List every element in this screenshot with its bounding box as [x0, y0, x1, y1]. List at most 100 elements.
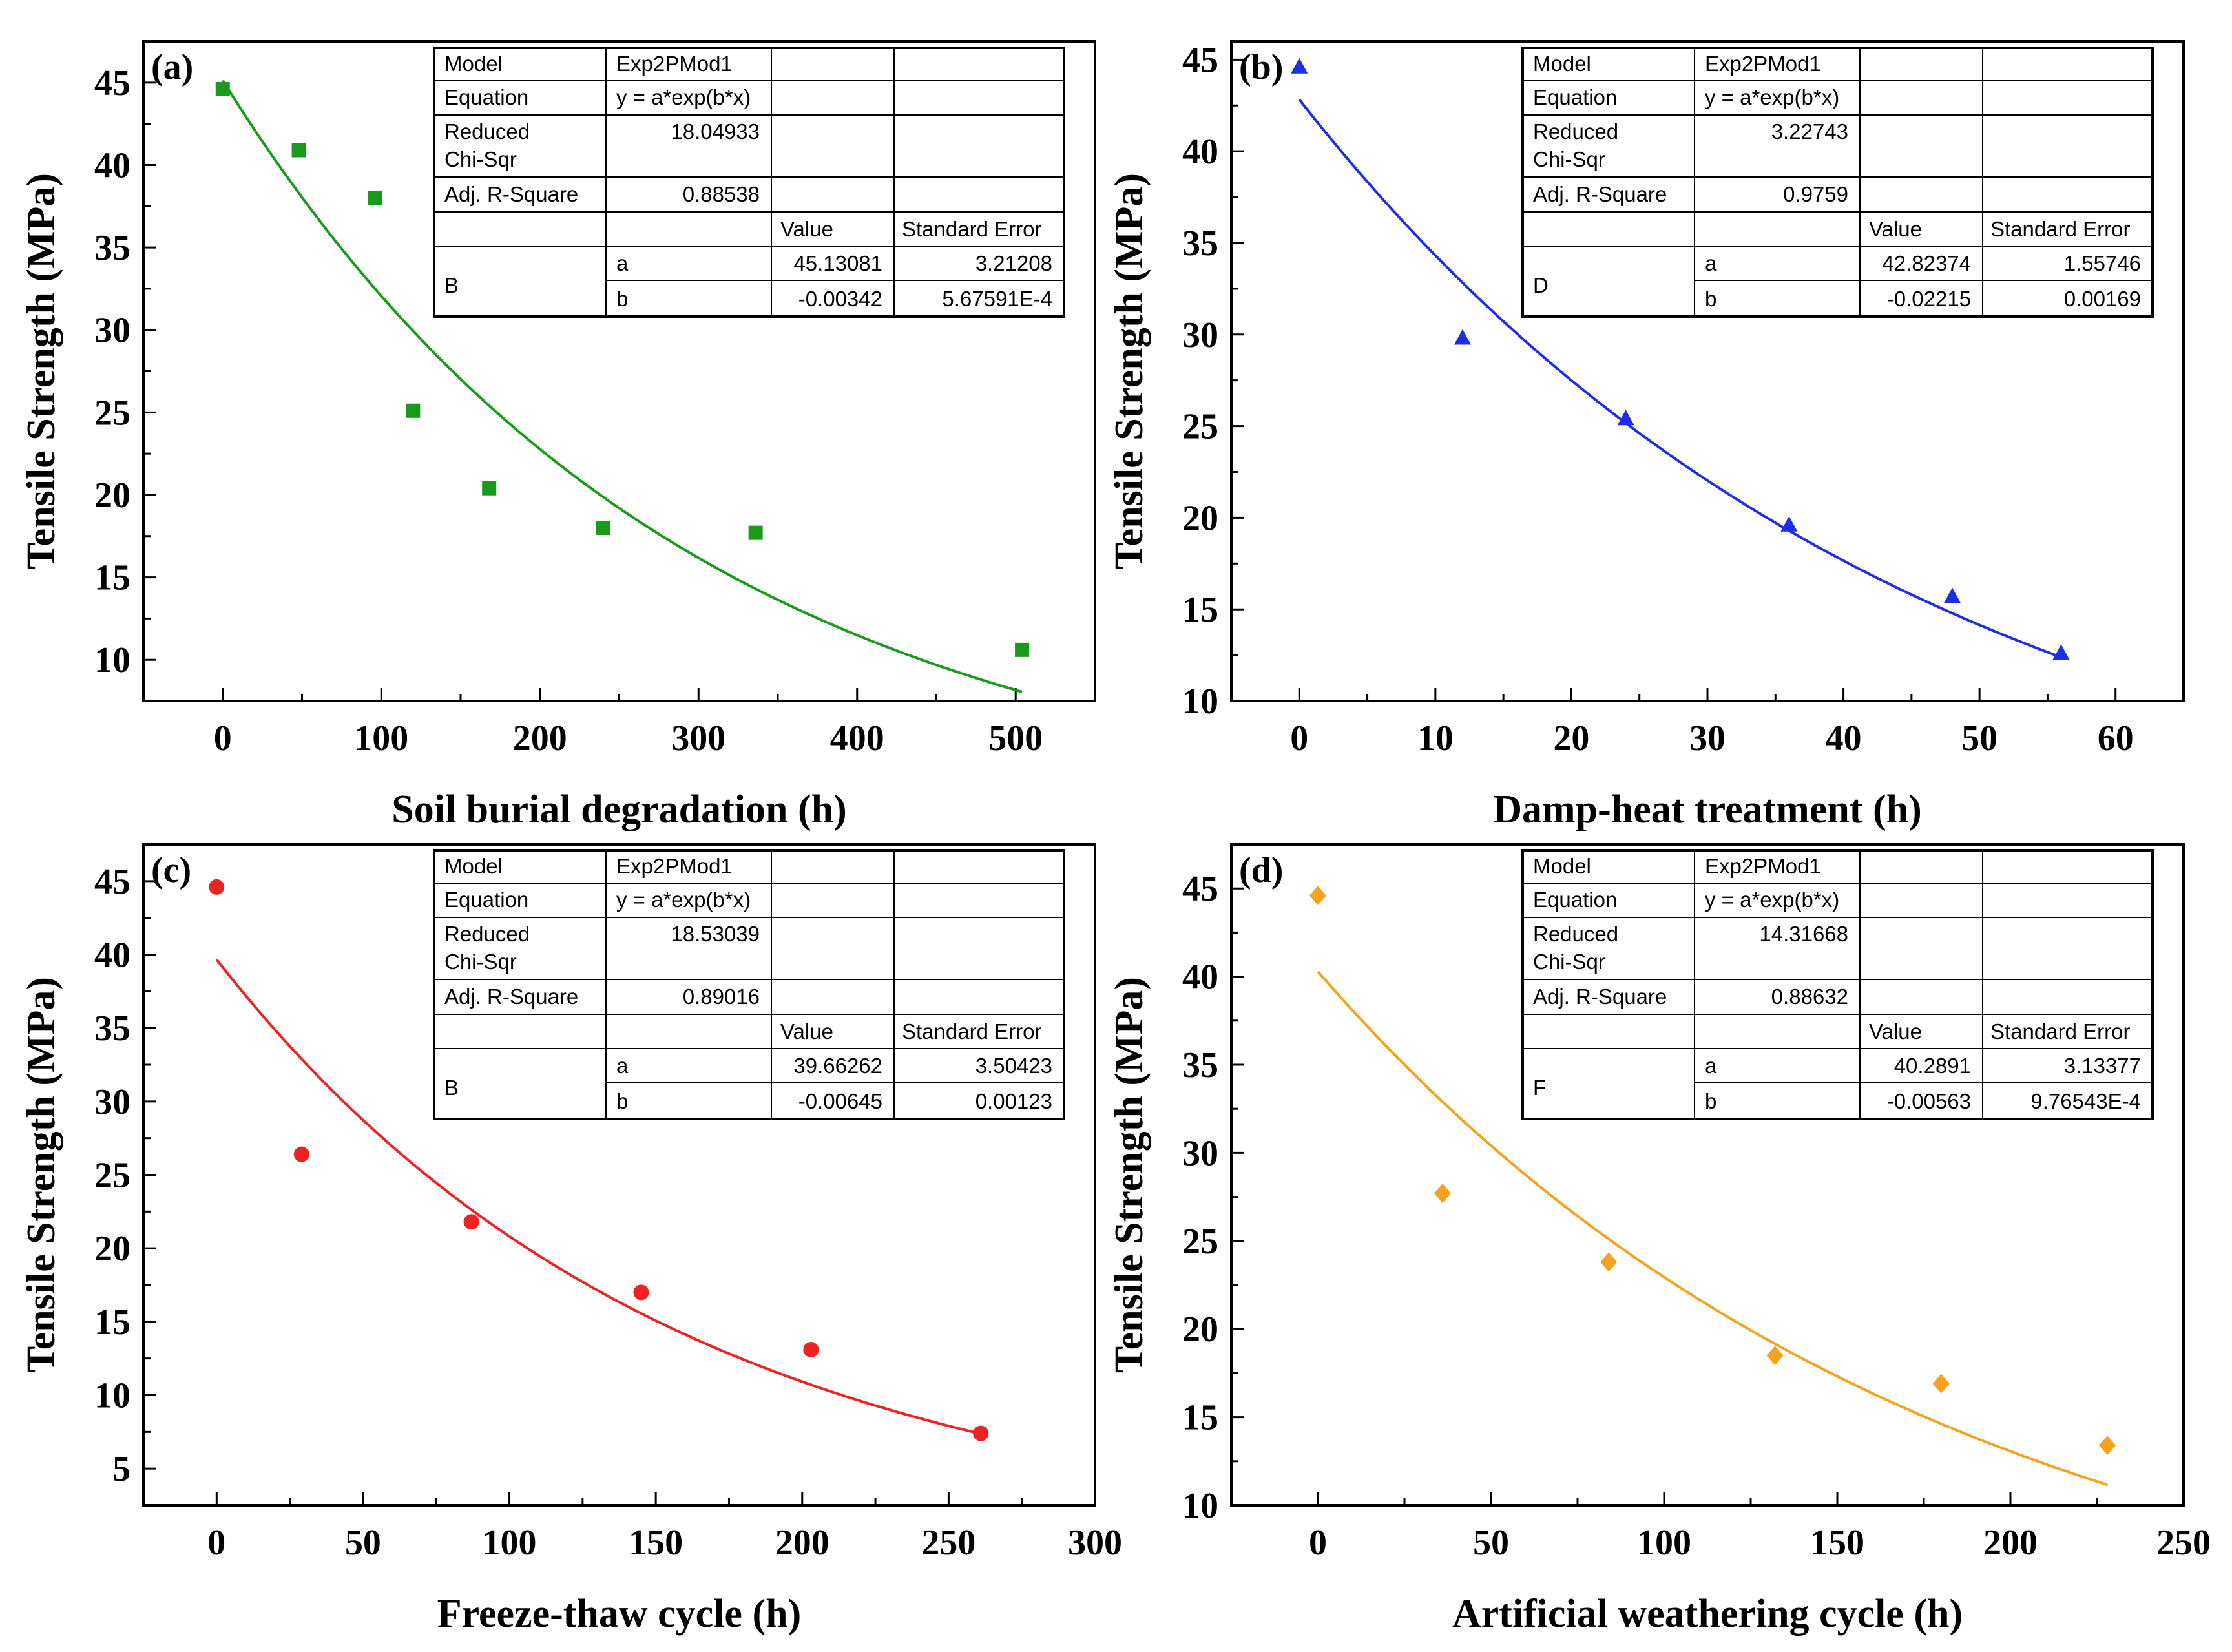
table-label: Equation: [444, 888, 528, 912]
table-label: Chi-Sqr: [444, 950, 517, 974]
table-value: y = a*exp(b*x): [616, 888, 751, 912]
y-tick-label: 25: [94, 393, 130, 433]
y-tick-label: 25: [94, 1156, 130, 1196]
data-point: [1617, 410, 1634, 426]
data-point: [291, 143, 306, 158]
table-border: [1521, 47, 2154, 318]
y-tick-label: 5: [112, 1449, 130, 1489]
fit-stats-table: Model Exp2PMod1 Equation y = a*exp(b*x) Redu…: [433, 849, 1065, 1120]
data-point: [2099, 1436, 2116, 1456]
y-axis-title: Tensile Strength (MPa): [19, 977, 63, 1373]
panel-d: 0 50 100 150 200 250 10 15 20 25 30 35 40 45 Artificia…: [1107, 843, 2211, 1636]
table-label: a: [616, 1054, 629, 1078]
y-tick-label: 10: [1182, 682, 1218, 722]
table-value: 45.13081: [793, 251, 882, 275]
y-tick-label: 30: [94, 1082, 130, 1122]
table-value: 40.2891: [1894, 1054, 1971, 1078]
y-axis-title: Tensile Strength (MPa): [1107, 977, 1151, 1373]
y-tick-label: 15: [1182, 1398, 1218, 1438]
table-label: B: [444, 1076, 459, 1100]
table-label: a: [1705, 1054, 1717, 1078]
data-point: [803, 1342, 819, 1358]
table-label: Reduced: [1533, 922, 1618, 946]
table-header: Standard Error: [1990, 1019, 2130, 1043]
table-value: 18.04933: [671, 120, 760, 143]
table-label: b: [1705, 1089, 1716, 1113]
table-header: Standard Error: [1990, 217, 2130, 241]
data-point: [596, 520, 610, 535]
table-label: Reduced: [444, 922, 530, 946]
y-tick-label: 20: [1182, 498, 1218, 538]
table-label: Equation: [444, 85, 528, 109]
y-tick-label: 40: [1182, 132, 1218, 172]
table-value: 39.66262: [793, 1054, 882, 1078]
x-tick-label: 30: [1689, 718, 1726, 758]
y-tick-label: 35: [1182, 224, 1218, 264]
y-tick-label: 45: [1182, 869, 1218, 909]
table-value: -0.02215: [1887, 287, 1971, 311]
x-tick-label: 0: [1290, 718, 1308, 758]
table-value: -0.00563: [1887, 1089, 1971, 1113]
y-tick-label: 35: [94, 1009, 130, 1049]
x-tick-label: 200: [775, 1523, 829, 1563]
y-tick-label: 45: [1182, 40, 1218, 80]
x-tick-label: 10: [1417, 718, 1454, 758]
x-tick-label: 50: [1473, 1523, 1509, 1563]
table-label: Chi-Sqr: [444, 147, 517, 171]
table-label: a: [1705, 251, 1717, 275]
table-value: 9.76543E-4: [2030, 1089, 2141, 1113]
table-label: Adj. R-Square: [1533, 182, 1667, 206]
table-label: Model: [444, 52, 503, 76]
y-tick-label: 10: [1182, 1486, 1218, 1526]
data-point: [1015, 642, 1030, 657]
x-tick-label: 100: [1637, 1523, 1691, 1563]
table-value: y = a*exp(b*x): [1705, 888, 1839, 912]
y-tick-label: 20: [94, 1229, 130, 1269]
table-value: 3.22743: [1771, 120, 1848, 143]
x-tick-label: 400: [830, 718, 884, 758]
data-point: [1434, 1184, 1451, 1204]
x-tick-label: 300: [671, 718, 725, 758]
y-tick-label: 25: [1182, 1222, 1218, 1262]
table-label: Model: [1533, 52, 1591, 76]
data-point: [368, 191, 382, 205]
x-tick-label: 300: [1068, 1523, 1122, 1563]
table-border: [433, 849, 1065, 1120]
data-point: [1766, 1346, 1784, 1366]
table-header: Standard Error: [902, 1019, 1041, 1043]
table-value: 0.89016: [683, 985, 760, 1009]
table-value: 5.67591E-4: [942, 287, 1052, 311]
data-point: [1454, 329, 1471, 345]
y-tick-label: 15: [94, 558, 130, 598]
table-label: Chi-Sqr: [1533, 147, 1605, 171]
panel-label: (a): [151, 47, 193, 87]
table-value: 3.50423: [975, 1054, 1052, 1078]
x-tick-label: 100: [354, 718, 408, 758]
table-label: Model: [444, 854, 503, 878]
x-tick-label: 100: [483, 1523, 537, 1563]
panel-b: 0 10 20 30 40 50 60 10 15 20 25 30 35 40 45 Damp-heat t…: [1107, 40, 2185, 831]
fit-curve: [1317, 970, 2108, 1487]
table-value: 3.13377: [2064, 1054, 2141, 1078]
x-tick-label: 40: [1826, 718, 1862, 758]
table-label: Equation: [1533, 888, 1617, 912]
data-point: [973, 1425, 989, 1441]
data-point: [406, 403, 421, 418]
table-value: Exp2PMod1: [1705, 854, 1821, 878]
x-tick-label: 200: [1983, 1523, 2038, 1563]
y-tick-label: 40: [1182, 957, 1218, 998]
table-label: B: [444, 273, 459, 297]
y-tick-label: 35: [94, 228, 130, 268]
y-tick-label: 40: [94, 145, 130, 185]
y-axis-title: Tensile Strength (MPa): [19, 173, 63, 569]
table-value: 14.31668: [1759, 922, 1848, 946]
table-header: Standard Error: [902, 217, 1041, 241]
table-label: Adj. R-Square: [444, 985, 578, 1009]
table-label: Chi-Sqr: [1533, 950, 1605, 974]
data-point: [748, 525, 763, 540]
table-value: y = a*exp(b*x): [616, 85, 751, 109]
x-tick-label: 200: [513, 718, 567, 758]
data-point: [1291, 58, 1308, 74]
table-value: -0.00342: [798, 287, 882, 311]
